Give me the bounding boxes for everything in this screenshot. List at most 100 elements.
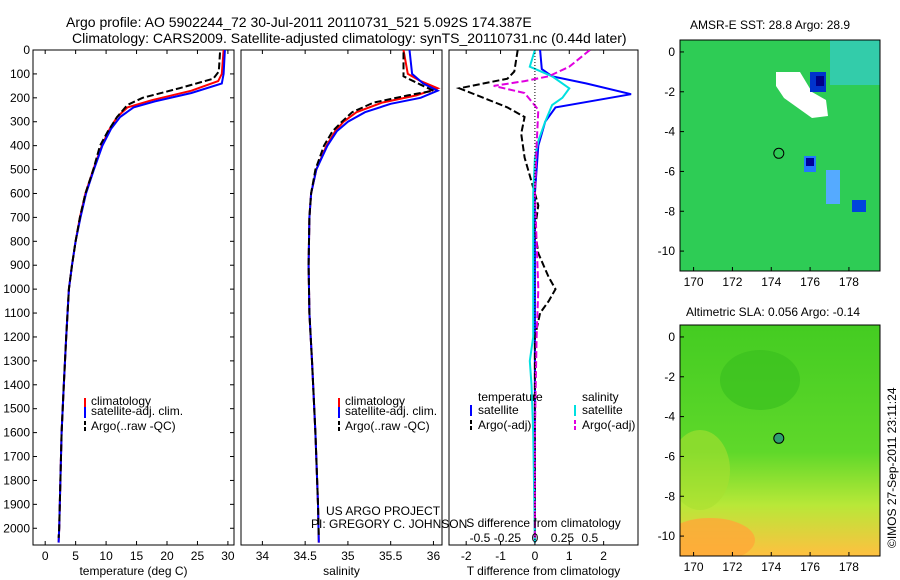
y-tick-label: 1400 bbox=[3, 378, 30, 392]
salinity-legend: climatology satellite-adj. clim. Argo(..… bbox=[338, 394, 437, 433]
map-y-tick-label: -2 bbox=[664, 85, 675, 99]
y-tick-label: 1100 bbox=[4, 306, 30, 320]
sla-argo-position-marker bbox=[773, 432, 785, 444]
pi-credit: PI: GREGORY C. JOHNSON bbox=[311, 517, 467, 531]
sst-map-title: AMSR-E SST: 28.8 Argo: 28.9 bbox=[690, 18, 851, 32]
x-tick-label: 20 bbox=[160, 549, 174, 563]
map-y-tick-label: -4 bbox=[664, 410, 675, 424]
legend-s-satellite-label: satellite bbox=[582, 403, 623, 417]
series-group bbox=[57, 50, 226, 543]
map-x-tick-label: 178 bbox=[839, 560, 859, 574]
map-y-tick-label: -10 bbox=[658, 244, 676, 258]
map-y-tick-label: -2 bbox=[664, 370, 675, 384]
sst-map-cool-patch-4 bbox=[852, 200, 866, 212]
map-y-tick-label: -4 bbox=[664, 125, 675, 139]
x-tick-label: 1 bbox=[566, 549, 573, 563]
y-tick-label: 1500 bbox=[3, 402, 30, 416]
legend-climatology-label: climatology bbox=[91, 394, 151, 408]
sla-map-frame bbox=[679, 324, 881, 557]
x-tick-label: 34 bbox=[256, 549, 270, 563]
sla-map-title: Altimetric SLA: 0.056 Argo: -0.14 bbox=[686, 305, 861, 319]
map-x-tick-label: 170 bbox=[684, 560, 704, 574]
map-x-tick-label: 174 bbox=[761, 275, 781, 289]
y-tick-label: 1600 bbox=[3, 426, 30, 440]
x-tick-label: 25 bbox=[191, 549, 205, 563]
map-y-tick-label: 0 bbox=[668, 45, 675, 59]
y-tick-label: 600 bbox=[10, 186, 30, 200]
x-axis-label: temperature (deg C) bbox=[79, 564, 187, 578]
sst-map-frame bbox=[679, 39, 881, 272]
project-credit: US ARGO PROJECT bbox=[326, 504, 441, 518]
y-tick-label: 2000 bbox=[3, 521, 30, 535]
legend-climatology-label: climatology bbox=[345, 394, 405, 408]
x-tick-label: 35 bbox=[341, 549, 355, 563]
y-tick-label: 1000 bbox=[3, 282, 30, 296]
y-tick-label: 1700 bbox=[3, 450, 30, 464]
legend-t-satellite-label: satellite bbox=[478, 403, 519, 417]
figure-title-line1: Argo profile: AO 5902244_72 30-Jul-2011 … bbox=[66, 14, 532, 30]
sst-argo-position-marker bbox=[773, 147, 785, 159]
x-tick-label: 15 bbox=[130, 549, 144, 563]
y-tick-label: 300 bbox=[10, 115, 30, 129]
s-tick-label: -0.25 bbox=[494, 531, 522, 545]
temperature-panel: 0100200300400500600700800900100011001200… bbox=[3, 43, 235, 578]
sst-map-missing-data bbox=[776, 72, 828, 118]
y-tick-label: 1300 bbox=[3, 354, 30, 368]
map-y-tick-label: -8 bbox=[664, 204, 675, 218]
map-x-tick-label: 172 bbox=[722, 275, 742, 289]
x-tick-label: 0 bbox=[42, 549, 49, 563]
legend-argo-label: Argo(..raw -QC) bbox=[91, 419, 176, 433]
y-tick-label: 700 bbox=[10, 210, 30, 224]
s-tick-label: 0.5 bbox=[582, 531, 599, 545]
x-tick-label: -1 bbox=[495, 549, 506, 563]
y-tick-label: 900 bbox=[10, 258, 30, 272]
x-tick-label: 30 bbox=[221, 549, 235, 563]
sla-map: 170 172 174 176 178 0 -2 -4 -6 -8 -10 bbox=[658, 324, 881, 574]
x-tick-label: 35.5 bbox=[379, 549, 403, 563]
x-tick-label: -2 bbox=[461, 549, 472, 563]
legend-salinity-heading: salinity bbox=[582, 390, 619, 404]
figure-title-line2: Climatology: CARS2009. Satellite-adjuste… bbox=[72, 30, 627, 46]
sst-map-cool-core-2 bbox=[806, 158, 814, 166]
sst-map-cool-core-1 bbox=[816, 76, 824, 86]
legend-satellite-label: satellite-adj. clim. bbox=[91, 404, 183, 418]
x-tick-label: 36 bbox=[427, 549, 441, 563]
x-tick-label: 34.5 bbox=[293, 549, 317, 563]
map-x-tick-label: 174 bbox=[761, 560, 781, 574]
y-tick-label: 1200 bbox=[3, 330, 30, 344]
x-tick-label: 2 bbox=[600, 549, 607, 563]
map-y-tick-label: -8 bbox=[664, 489, 675, 503]
map-x-tick-label: 176 bbox=[800, 275, 820, 289]
s-axis-label: S difference from climatology bbox=[466, 516, 621, 530]
x-tick-label: 10 bbox=[99, 549, 113, 563]
y-tick-label: 0 bbox=[23, 43, 30, 57]
series-group bbox=[455, 50, 632, 543]
map-x-tick-label: 170 bbox=[684, 275, 704, 289]
sla-map-high-patch-2 bbox=[680, 518, 755, 556]
s-tick-label: 0 bbox=[532, 531, 539, 545]
y-tick-label: 200 bbox=[10, 91, 30, 105]
y-tick-label: 100 bbox=[10, 67, 30, 81]
plot-frame bbox=[240, 49, 443, 546]
legend-s-argo-label: Argo(-adj) bbox=[582, 418, 635, 432]
x-tick-label: 5 bbox=[72, 549, 79, 563]
s-tick-label: -0.5 bbox=[470, 531, 491, 545]
s-tick-label: 0.25 bbox=[551, 531, 575, 545]
series-line-salinity-argo-adj bbox=[493, 50, 591, 538]
legend-t-argo-label: Argo(-adj) bbox=[478, 418, 531, 432]
temperature-legend: climatology satellite-adj. clim. Argo(..… bbox=[84, 394, 183, 433]
x-axis-label: T difference from climatology bbox=[467, 564, 621, 578]
y-tick-label: 500 bbox=[10, 163, 30, 177]
sst-map-cool-patch-3 bbox=[826, 170, 840, 204]
difference-legend: temperature satellite Argo(-adj) salinit… bbox=[470, 390, 635, 432]
x-axis-label: salinity bbox=[323, 564, 360, 578]
x-tick-label: 0 bbox=[532, 549, 539, 563]
map-x-tick-label: 178 bbox=[839, 275, 859, 289]
map-x-tick-label: 172 bbox=[722, 560, 742, 574]
plot-frame bbox=[448, 49, 639, 546]
map-y-tick-label: -10 bbox=[658, 529, 676, 543]
sla-map-low-patch bbox=[720, 350, 800, 410]
map-y-tick-label: 0 bbox=[668, 330, 675, 344]
difference-panel: -2 -1 0 1 2T difference from climatology -0.5… bbox=[448, 49, 639, 578]
